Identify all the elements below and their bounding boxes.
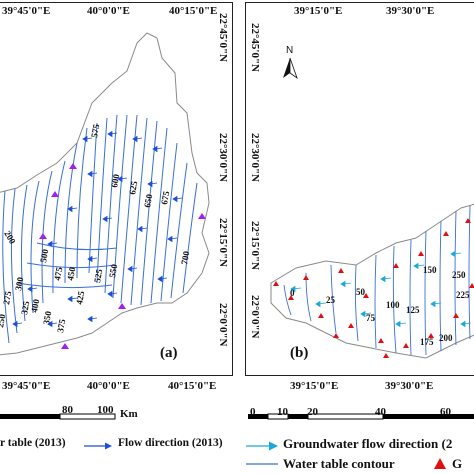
lat-label-a-1: 22°45'0"N [217,13,229,63]
legend-well-icon [434,458,446,469]
flow-arrows-b [290,250,472,328]
contour-label-475: 475 [52,266,64,282]
contour-label-b-75: 75 [366,313,376,323]
scale-bar-b [248,413,474,420]
north-label: N [286,45,293,56]
lon-label-b-bottom-1: 39°15'0"E [290,380,339,392]
map-panel-b: 0 25 50 75 100 125 150 175 200 225 250 N… [245,2,474,376]
map-panel-a: 575 600 625 650 675 700 500 475 450 425 … [0,2,233,376]
lon-label-b-top-1: 39°15'0"E [294,5,343,17]
contour-label-425: 425 [74,290,86,306]
contour-label-500: 500 [38,248,50,264]
contour-label-b-0: 0 [290,288,295,298]
panel-label-a: (a) [160,345,178,361]
legend-flow-direction-2013: Flow direction (2013) [118,437,223,449]
contour-label-650: 650 [142,193,154,209]
contour-label-b-225: 225 [456,290,470,300]
panel-label-b: (b) [290,345,309,361]
scale-b-tick-40: 40 [375,406,386,418]
scale-b-tick-60: 60 [440,406,451,418]
wells-b [273,218,474,358]
contour-label-b-250: 250 [452,270,466,280]
lon-label-a-bottom-1: 39°45'0"E [2,380,51,392]
contour-label-350: 350 [41,310,53,326]
legend-water-table-2013: r table (2013) [0,437,66,449]
contour-label-625: 625 [127,180,139,196]
contour-label-675: 675 [159,190,171,206]
scale-b-tick-10: 10 [277,406,288,418]
contour-labels-a: 575 600 625 650 675 700 500 475 450 425 … [0,123,191,334]
scale-a-tick-100: 100 [97,404,114,416]
legend-water-table-contour: Water table contour [283,456,395,471]
lon-label-a-bottom-3: 40°15'0"E [168,380,217,392]
contour-label-525: 525 [92,268,104,284]
contour-label-b-150: 150 [423,265,437,275]
lat-label-b-3: 22°15'0"N [249,221,261,271]
scale-bar-a [0,413,116,420]
contour-label-250: 250 [0,313,7,329]
scale-b-tick-20: 20 [307,406,318,418]
wells-a [39,163,206,349]
legend-gw-arrow-icon [246,441,278,451]
contour-label-575: 575 [89,123,101,139]
lon-label-a-bottom-2: 40°0'0"E [87,380,130,392]
lat-label-b-2: 22°30'0"N [249,133,261,183]
lon-label-b-bottom-2: 39°30'0"E [385,380,434,392]
flow-arrows-a [12,130,183,328]
north-arrow [283,57,298,80]
lat-label-b-1: 22°45'0"N [249,23,261,73]
lon-label-b-top-2: 39°30'0"E [386,5,435,17]
catchment-boundary-b [270,203,474,359]
map-b-canvas: 0 25 50 75 100 125 150 175 200 225 250 N [270,45,474,359]
lon-label-a-top-1: 39°45'0"E [2,5,51,17]
contour-label-b-100: 100 [386,300,400,310]
contour-label-275: 275 [1,290,13,306]
scale-b-tick-0: 0 [250,406,256,418]
contour-label-450: 450 [65,266,77,282]
map-a-canvas: 575 600 625 650 675 700 500 475 450 425 … [0,32,210,356]
contour-label-550: 550 [107,263,119,279]
legend-gw-flow-direction: Groundwater flow direction (2 [283,436,453,451]
lon-label-a-top-3: 40°15'0"E [169,5,218,17]
legend-flow-arrow-icon [84,442,112,450]
scale-a-tick-80: 80 [62,404,73,416]
lat-label-a-4: 22°0'0"N [217,303,229,347]
lat-label-a-2: 22°30'0"N [217,133,229,183]
legend-contour-line-icon [246,463,278,465]
contour-label-600: 600 [109,173,121,189]
contours-a [2,114,198,344]
contour-label-b-125: 125 [406,305,420,315]
lat-label-b-4: 22°0'0"N [249,295,261,339]
contour-label-b-25: 25 [326,295,336,305]
catchment-boundary-a [0,32,210,356]
contour-label-b-50: 50 [356,287,366,297]
contour-label-300: 300 [13,276,25,292]
contour-label-375: 375 [55,318,67,334]
scale-a-unit: Km [120,408,138,420]
contour-label-325: 325 [19,300,31,316]
lat-label-a-3: 22°15'0"N [217,218,229,268]
contour-label-400: 400 [29,298,41,314]
contour-label-700: 700 [179,250,191,266]
contour-label-b-175: 175 [420,337,434,347]
lon-label-a-top-2: 40°0'0"E [87,5,130,17]
contour-label-b-200: 200 [439,333,453,343]
contour-labels-b: 0 25 50 75 100 125 150 175 200 225 250 [290,265,470,347]
legend-gw-wells: G [452,456,463,471]
